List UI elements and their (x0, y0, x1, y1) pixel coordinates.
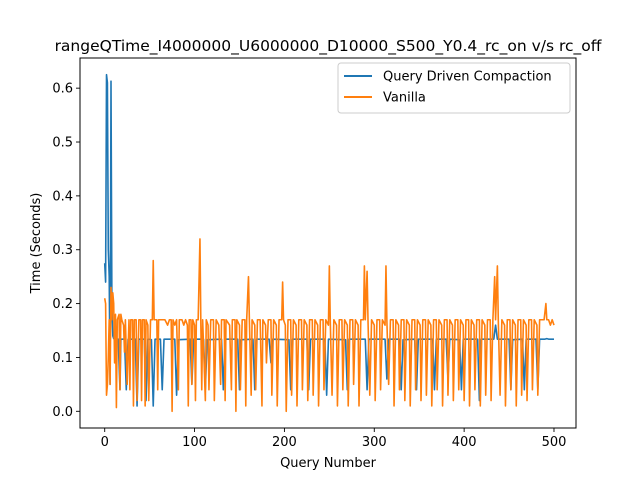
x-axis-label: Query Number (280, 456, 377, 471)
plot-frame (79, 57, 577, 429)
x-tick-label: 400 (452, 435, 477, 450)
series-layer (103, 73, 555, 413)
y-axis: 0.0 0.1 0.2 0.3 0.4 0.5 0.6 (52, 82, 80, 420)
y-tick-label: 0.0 (52, 405, 73, 420)
x-tick-label: 100 (182, 435, 207, 450)
legend: Query Driven Compaction Vanilla (337, 62, 571, 114)
x-tick-label: 500 (542, 435, 567, 450)
y-tick-label: 0.2 (52, 297, 73, 312)
legend-box (337, 62, 571, 114)
legend-label-query-driven-compaction: Query Driven Compaction (383, 70, 552, 85)
y-axis-label: Time (Seconds) (29, 193, 44, 295)
x-tick-label: 200 (272, 435, 297, 450)
x-tick-label: 300 (362, 435, 387, 450)
x-axis: 0 100 200 300 400 500 (101, 428, 567, 450)
chart-title: rangeQTime_I4000000_U6000000_D10000_S500… (55, 37, 602, 56)
legend-label-vanilla: Vanilla (383, 91, 426, 106)
series-line-vanilla (103, 238, 555, 413)
x-tick-label: 0 (101, 435, 109, 450)
y-tick-label: 0.3 (52, 243, 73, 258)
y-tick-label: 0.4 (52, 189, 73, 204)
y-tick-label: 0.5 (52, 136, 73, 151)
y-tick-label: 0.1 (52, 351, 73, 366)
y-tick-label: 0.6 (52, 82, 73, 97)
